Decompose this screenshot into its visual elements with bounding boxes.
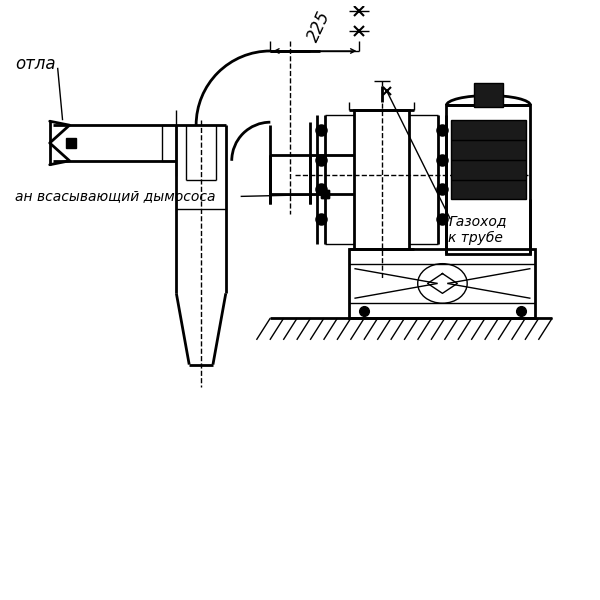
Bar [446, 106, 530, 254]
Bar [451, 120, 526, 199]
Text: Газоход
к трубе: Газоход к трубе [448, 214, 507, 245]
Bar [355, 110, 409, 249]
Text: 225: 225 [304, 8, 334, 45]
Text: отла: отла [15, 55, 56, 73]
Bar [349, 249, 535, 318]
Text: ан всасывающий дымососа: ан всасывающий дымососа [15, 190, 215, 203]
Bar [473, 83, 503, 107]
